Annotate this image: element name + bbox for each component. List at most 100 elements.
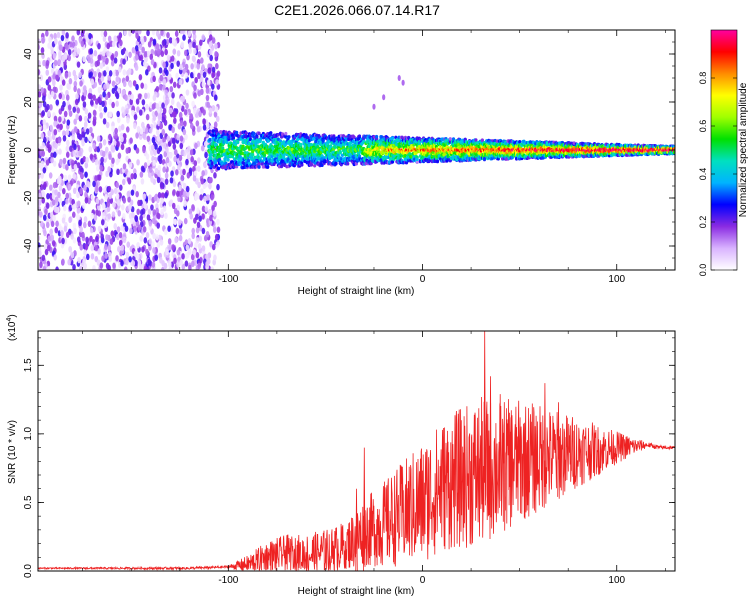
heatmap-cell (147, 208, 152, 216)
heatmap-cell (207, 67, 212, 74)
heatmap-cell (181, 253, 185, 260)
heatmap-cell (85, 236, 89, 244)
heatmap-cell (200, 178, 205, 185)
heatmap-cell (107, 244, 112, 252)
heatmap-cell (159, 74, 164, 82)
heatmap-cell (41, 142, 46, 149)
heatmap-cell (192, 30, 196, 35)
heatmap-cell (112, 70, 117, 77)
heatmap-cell (214, 94, 218, 101)
heatmap-cell (167, 73, 172, 80)
heatmap-cell (41, 37, 45, 44)
heatmap-cell (58, 196, 62, 204)
heatmap-cell (76, 236, 81, 243)
heatmap-cell (138, 74, 143, 81)
heatmap-cell (83, 216, 88, 223)
heatmap-cell (171, 244, 175, 251)
heatmap-cell (183, 49, 188, 57)
heatmap-cell (142, 125, 146, 133)
heatmap-cell (118, 125, 122, 132)
heatmap-cell (213, 200, 217, 208)
heatmap-cell (42, 167, 47, 174)
heatmap-cell (47, 110, 51, 117)
heatmap-cell (198, 235, 203, 242)
heatmap-cell (172, 111, 176, 118)
heatmap-cell (164, 172, 169, 179)
heatmap-cell (187, 30, 192, 37)
heatmap-cell (72, 173, 77, 180)
heatmap-cell (38, 124, 42, 131)
heatmap-cell (164, 178, 169, 185)
heatmap-cell (175, 72, 179, 80)
heatmap-cell (55, 220, 59, 227)
heatmap-cell (98, 186, 103, 193)
heatmap-cell (52, 52, 57, 60)
heatmap-cell (50, 90, 55, 98)
heatmap-cell (208, 182, 212, 190)
heatmap-cell (135, 83, 139, 91)
heatmap-cell (42, 95, 46, 102)
heatmap-cell (108, 98, 112, 106)
heatmap-cell (52, 182, 57, 189)
heatmap-cell (121, 106, 125, 113)
heatmap-cell (215, 241, 220, 248)
heatmap-cell (128, 30, 132, 37)
heatmap-cell (159, 257, 163, 264)
heatmap-cell (145, 153, 150, 160)
heatmap-cell (287, 135, 291, 139)
heatmap-cell (179, 119, 184, 127)
heatmap-cell (143, 60, 147, 68)
heatmap-cell (185, 185, 190, 193)
heatmap-cell (208, 107, 213, 114)
heatmap-cell (116, 226, 121, 233)
heatmap-cell (161, 128, 166, 136)
heatmap-cell (122, 197, 127, 204)
heatmap-cell (133, 225, 137, 232)
heatmap-cell (67, 54, 71, 62)
heatmap-cell (78, 115, 83, 122)
heatmap-cell (166, 54, 171, 62)
heatmap-cell (201, 63, 205, 71)
heatmap-cell (180, 174, 185, 182)
heatmap-cell (93, 214, 98, 221)
heatmap-cell (183, 200, 187, 207)
heatmap-cell (89, 235, 93, 242)
heatmap-cell (161, 116, 166, 123)
heatmap-cell (190, 260, 195, 268)
heatmap-cell (165, 146, 169, 153)
heatmap-cell (128, 203, 132, 211)
heatmap-cell (189, 149, 194, 156)
heatmap-cell (131, 46, 136, 54)
heatmap-cell (99, 262, 104, 269)
heatmap-cell (150, 58, 155, 66)
heatmap-cell (299, 142, 303, 147)
heatmap-cell (118, 239, 123, 247)
heatmap-cell (210, 194, 214, 201)
heatmap-cell (49, 104, 53, 111)
heatmap-cell (165, 38, 170, 46)
heatmap-cell (170, 98, 175, 106)
heatmap-cell (114, 90, 119, 98)
heatmap-cell (185, 244, 190, 251)
heatmap-cell (54, 206, 59, 214)
heatmap-cell (169, 85, 174, 93)
heatmap-cell (82, 85, 87, 92)
heatmap-cell (120, 123, 125, 131)
heatmap-cell (136, 208, 141, 215)
heatmap-cell (134, 64, 139, 71)
heatmap-cell (147, 41, 152, 48)
heatmap-cell (188, 42, 193, 49)
heatmap-cell (153, 122, 158, 129)
heatmap-cell (211, 205, 215, 212)
heatmap-cell (201, 34, 205, 41)
heatmap-cell (179, 259, 184, 266)
heatmap-cell (146, 135, 151, 142)
heatmap-cell (107, 166, 111, 173)
heatmap-cell (65, 43, 69, 50)
heatmap-cell (97, 96, 101, 103)
heatmap-cell (145, 113, 150, 121)
heatmap-cell (176, 204, 180, 212)
heatmap-cell (183, 120, 187, 127)
heatmap-cell (116, 140, 120, 148)
heatmap-cell (56, 177, 61, 185)
